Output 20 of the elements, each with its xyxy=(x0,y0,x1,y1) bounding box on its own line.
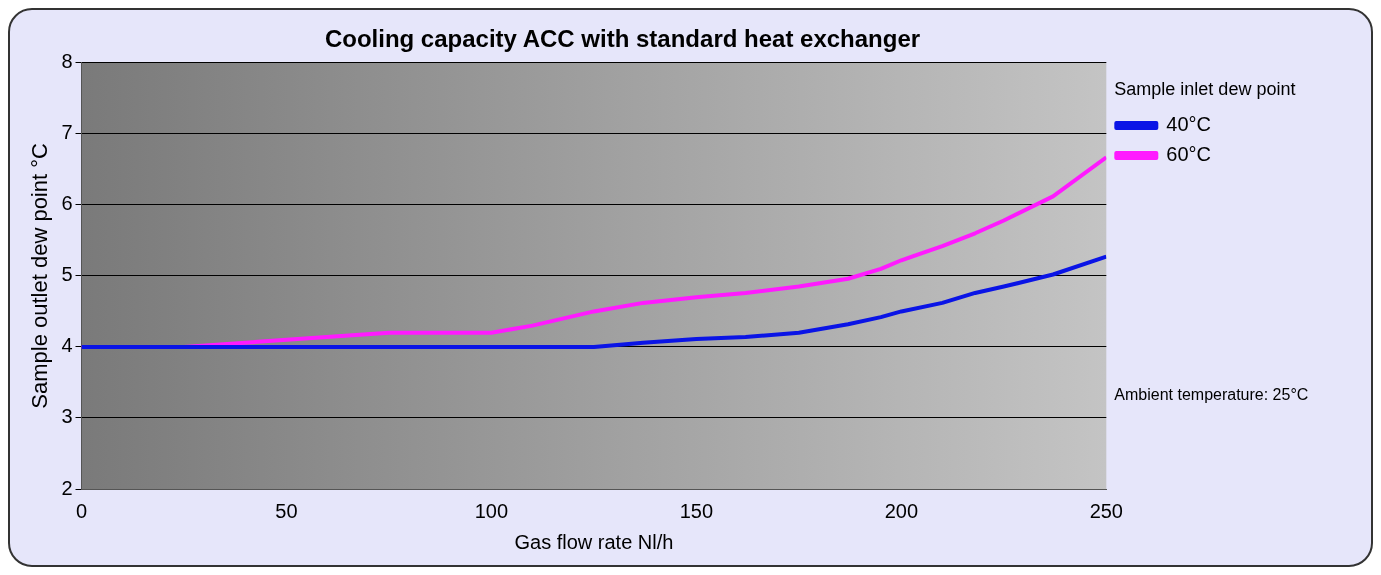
y-tick-label: 5 xyxy=(61,263,73,286)
y-tick-label: 2 xyxy=(61,476,73,499)
legend-label: 40°C xyxy=(1166,113,1211,136)
chart-title: Cooling capacity ACC with standard heat exchanger xyxy=(324,25,921,53)
x-tick-label: 100 xyxy=(474,499,509,522)
x-tick-label: 200 xyxy=(884,499,919,522)
x-axis-title: Gas flow rate Nl/h xyxy=(514,530,674,553)
y-tick-label: 8 xyxy=(61,50,73,73)
text: Ambient temperature: 25°C xyxy=(1114,385,1309,403)
legend-title: Sample inlet dew point xyxy=(1114,78,1296,99)
x-tick-label: 150 xyxy=(679,499,714,522)
y-tick-label: 6 xyxy=(61,192,73,215)
legend-label: 60°C xyxy=(1166,143,1211,166)
y-tick-label: 3 xyxy=(61,405,73,428)
x-tick-label: 50 xyxy=(275,499,298,522)
x-tick-label: 0 xyxy=(75,499,88,522)
y-tick-label: 7 xyxy=(61,121,73,144)
y-tick-label: 4 xyxy=(61,334,73,357)
y-axis-title: Sample outlet dew point °C xyxy=(27,142,53,409)
x-tick-label: 250 xyxy=(1089,499,1123,522)
